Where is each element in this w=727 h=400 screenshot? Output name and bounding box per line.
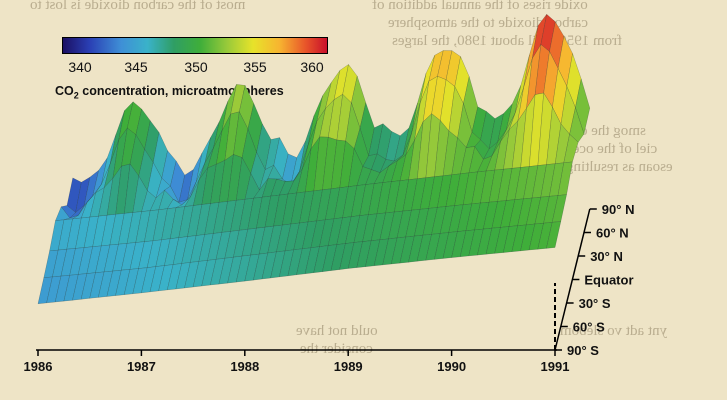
latitude-tick-label: 30° S [579, 296, 611, 311]
x-tick-label: 1987 [127, 359, 156, 374]
colorbar-title-prefix: CO [55, 84, 74, 98]
colorbar [62, 37, 328, 54]
latitude-tick-label: 90° N [602, 202, 635, 217]
x-tick-label: 1986 [24, 359, 53, 374]
latitude-tick-label: 60° N [596, 226, 629, 241]
latitude-tick-label: 60° S [573, 320, 605, 335]
x-tick-label: 1988 [230, 359, 259, 374]
colorbar-tick: 345 [124, 59, 148, 75]
latitude-tick-label: 30° N [590, 249, 623, 264]
co2-surface [37, 13, 591, 305]
latitude-tick-label: Equator [584, 273, 633, 288]
colorbar-title-subscript: 2 [73, 90, 79, 101]
colorbar-tick: 340 [68, 59, 92, 75]
surface-facet [563, 133, 579, 164]
x-tick-label: 1991 [541, 359, 570, 374]
surface-facet [546, 221, 562, 249]
surface-facet [551, 194, 567, 223]
colorbar-tick: 360 [300, 59, 324, 75]
colorbar-tick: 355 [243, 59, 267, 75]
latitude-tick-label: 90° S [567, 343, 599, 358]
surface-facet [575, 78, 591, 135]
x-tick-label: 1989 [334, 359, 363, 374]
colorbar-tick: 350 [184, 59, 208, 75]
x-tick-label: 1990 [437, 359, 466, 374]
